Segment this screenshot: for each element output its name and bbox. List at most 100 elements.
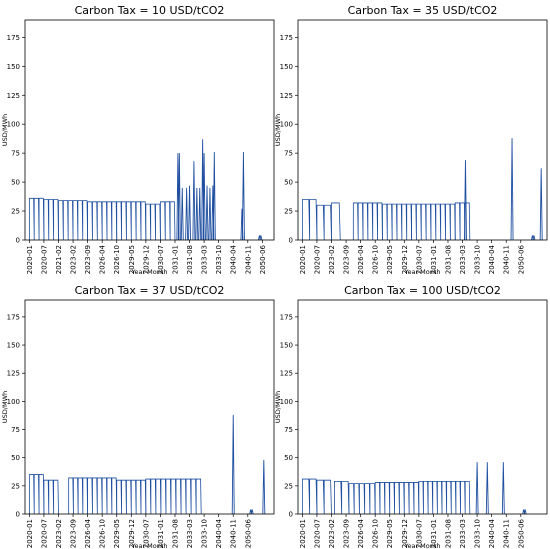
series-band-2 [43,479,59,515]
y-tick-label: 0 [16,237,20,245]
series-peak-3 [250,509,254,515]
series-band-1 [301,199,318,241]
y-tick-label: 125 [280,92,293,100]
x-tick-label: 2050-06 [517,244,525,274]
x-tick-label: 2030-07 [157,245,165,274]
x-tick-label: 2029-12 [128,519,136,548]
series-band-6 [418,480,471,515]
x-tick-label: 2023-09 [343,519,351,548]
series-peak-5 [188,185,191,241]
series-band-1 [301,478,318,515]
chart-title: Carbon Tax = 10 USD/tCO2 [75,4,225,17]
y-tick-label: 150 [7,342,20,350]
series-peak-3 [501,462,505,515]
x-axis-label: Year-Month [403,542,440,549]
y-tick-label: 75 [11,150,20,158]
series-peak-14 [212,151,216,241]
y-tick-label: 125 [7,370,20,378]
y-tick-label: 25 [11,208,20,216]
plot-frame [297,19,548,241]
x-tick-label: 2026-04 [357,244,365,274]
y-tick-label: 150 [280,63,293,71]
plot-frame [297,299,548,515]
series-peak-18 [259,235,263,241]
y-tick-label: 100 [280,398,293,406]
x-axis-label: Year-Month [130,268,167,276]
y-tick-label: 100 [7,121,20,129]
series-band-2 [43,199,59,241]
y-tick-label: 75 [11,426,20,434]
series-band-2 [316,204,332,241]
x-tick-label: 2030-07 [415,519,423,548]
y-tick-label: 50 [284,454,293,462]
y-tick-label: 50 [11,179,20,187]
x-tick-label: 2023-09 [84,245,92,274]
y-tick-label: 125 [7,92,20,100]
x-tick-label: 2026-04 [99,244,107,274]
series-line [301,462,527,515]
x-tick-label: 2031-08 [444,245,452,274]
x-tick-label: 2033-10 [474,519,482,548]
x-tick-label: 2030-07 [415,245,423,274]
x-tick-label: 2023-09 [70,519,78,548]
series-band-3 [58,200,89,241]
y-tick-label: 100 [280,121,293,129]
y-axis-label: USD/MWh [1,391,9,423]
x-tick-label: 2040-04 [215,518,223,548]
series-band-1 [28,197,45,241]
x-tick-label: 2026-10 [99,519,107,548]
series-peak-1 [231,414,235,515]
x-tick-label: 2033-10 [201,519,209,548]
series-band-5 [374,482,420,515]
y-tick-label: 175 [7,34,20,42]
x-tick-label: 2029-05 [113,519,121,548]
chart-panel-4: Carbon Tax = 100 USD/tCO2 0 25 50 75 100 125 15… [274,284,548,549]
x-tick-label: 2020-01 [299,519,307,548]
y-tick-label: 50 [284,179,293,187]
series-peak-10 [202,153,206,241]
x-tick-label: 2040-11 [230,519,238,548]
x-tick-label: 2031-08 [444,519,452,548]
series-band-6 [145,478,202,515]
series-line [301,138,543,241]
y-tick-label: 0 [16,511,20,519]
chart-title: Carbon Tax = 35 USD/tCO2 [348,4,498,17]
x-tick-label: 2040-04 [488,244,496,274]
x-tick-label: 2026-04 [84,518,92,548]
x-tick-label: 2021-02 [55,245,63,274]
y-axis-label: USD/MWh [274,391,282,423]
series-peak-2 [510,138,514,241]
series-band-5 [382,203,412,241]
x-tick-label: 2020-07 [40,245,48,274]
x-tick-label: 2026-04 [357,518,365,548]
series-band-5 [116,201,147,241]
x-tick-label: 2050-06 [517,518,525,548]
x-tick-label: 2050-06 [259,244,267,274]
series-peak-3 [180,187,184,241]
series-peak-4 [185,187,189,241]
series-peak-2 [177,153,181,241]
series-band-1 [28,474,45,515]
x-tick-label: 2023-02 [328,245,336,274]
x-tick-label: 2020-07 [40,519,48,548]
x-axis-label: Year-Month [403,268,440,276]
x-tick-label: 2020-01 [299,245,307,274]
x-tick-label: 2040-11 [503,519,511,548]
y-tick-label: 25 [11,482,20,490]
x-tick-label: 2031-01 [171,245,179,274]
x-tick-label: 2031-08 [171,519,179,548]
x-tick-label: 2023-09 [343,245,351,274]
x-tick-label: 2020-07 [313,245,321,274]
series-peak-2 [485,462,489,515]
series-peak-6 [192,161,196,241]
series-band-6 [145,203,161,241]
x-tick-label: 2040-11 [503,245,511,274]
series-band-4 [87,477,118,515]
x-tick-label: 2029-05 [386,245,394,274]
y-tick-label: 175 [280,313,293,321]
plot-frame [24,19,275,241]
series-peak-12 [208,187,212,241]
series-band-5 [116,479,147,515]
x-axis-label: Year-Month [130,542,167,549]
